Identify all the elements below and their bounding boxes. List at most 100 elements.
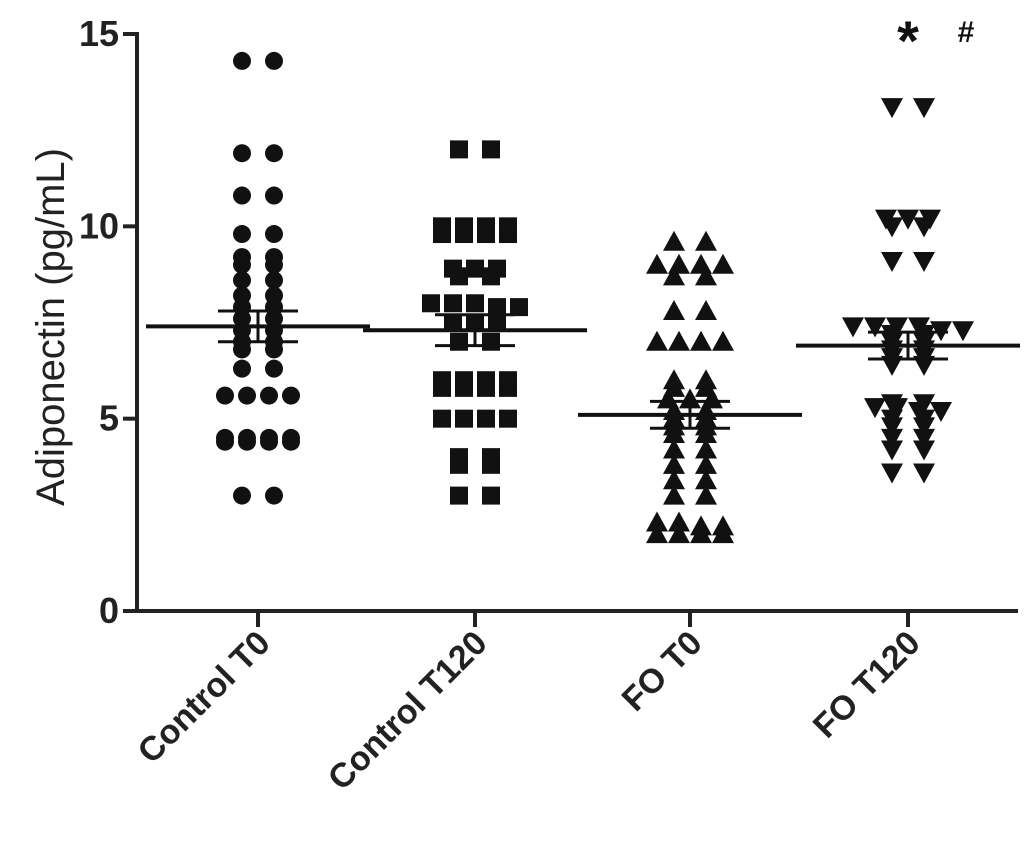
data-point [712,253,734,274]
data-point [881,428,903,449]
data-point [695,469,717,490]
data-point [695,265,717,286]
data-point [930,401,952,422]
y-tick-label: 0 [99,590,119,631]
data-point [646,253,668,274]
data-point [477,217,495,236]
data-point [466,294,484,313]
data-point [482,448,500,467]
data-point [875,209,897,230]
data-point [842,317,864,338]
data-point [233,271,251,290]
data-point [488,259,506,278]
x-category-label-group: FO T0 [615,624,710,719]
data-point [265,144,283,163]
data-point [233,144,251,163]
data-point [450,448,468,467]
data-point [919,209,941,230]
data-point [282,386,300,405]
x-category-label: Control T120 [321,624,495,798]
data-point [450,332,468,351]
significance-star: * [897,9,919,72]
x-category-label: FO T0 [615,624,710,719]
data-point [265,248,283,267]
x-category-label-group: Control T120 [321,624,495,798]
data-point [881,463,903,484]
data-point [913,440,935,461]
data-point [663,484,685,505]
data-point [433,217,451,236]
data-point [466,259,484,278]
x-category-label-group: FO T120 [806,624,928,746]
data-point [646,330,668,351]
x-category-labels: Control T0 Control T120 FO T0 FO T120 [131,611,928,798]
data-point [488,298,506,317]
data-point [444,313,462,332]
data-point [482,332,500,351]
data-point [679,388,701,409]
data-point [450,140,468,159]
data-point [695,453,717,474]
data-point [668,511,690,532]
data-point [510,298,528,317]
y-axis-label: Adiponectin (pg/mL) [29,148,73,506]
data-point [908,317,930,338]
data-point [952,321,974,342]
data-point [260,386,278,405]
data-point [695,299,717,320]
data-point [238,428,256,447]
x-category-label: Control T0 [131,624,278,771]
significance-hash: # [958,16,975,49]
data-point [695,369,717,390]
data-point [282,428,300,447]
data-point [499,371,517,390]
data-point [646,523,668,544]
data-point [233,186,251,205]
y-ticks: 0 5 10 15 [79,13,137,631]
data-point [477,371,495,390]
data-point [668,523,690,544]
data-point [695,484,717,505]
data-point [233,286,251,305]
mean-sem-bars [146,309,1020,430]
data-point [233,359,251,378]
data-point [701,388,723,409]
data-point [864,317,886,338]
data-point [663,265,685,286]
data-point [690,515,712,536]
y-tick-label: 15 [79,13,119,54]
data-point [265,51,283,70]
data-point [712,515,734,536]
data-point [265,271,283,290]
data-point [499,409,517,428]
y-tick-label: 10 [79,205,119,246]
data-point [433,371,451,390]
data-point [668,253,690,274]
data-point [444,259,462,278]
data-point [668,330,690,351]
data-point [881,440,903,461]
data-point [913,251,935,272]
data-point [690,330,712,351]
data-point [233,51,251,70]
data-point [444,294,462,313]
data-point [663,299,685,320]
data-point [913,428,935,449]
significance-annotations: * # [897,9,975,72]
x-category-label: FO T120 [806,624,928,746]
data-point [260,428,278,447]
data-point [695,230,717,251]
data-point [482,140,500,159]
data-point [455,217,473,236]
data-point [482,486,500,505]
data-point [488,313,506,332]
data-point [913,98,935,119]
x-category-label-group: Control T0 [131,624,278,771]
data-point [881,98,903,119]
data-point [663,230,685,251]
y-tick-label: 5 [99,398,119,439]
data-point [265,186,283,205]
data-point [422,294,440,313]
data-point [881,394,903,415]
data-points [216,51,974,544]
